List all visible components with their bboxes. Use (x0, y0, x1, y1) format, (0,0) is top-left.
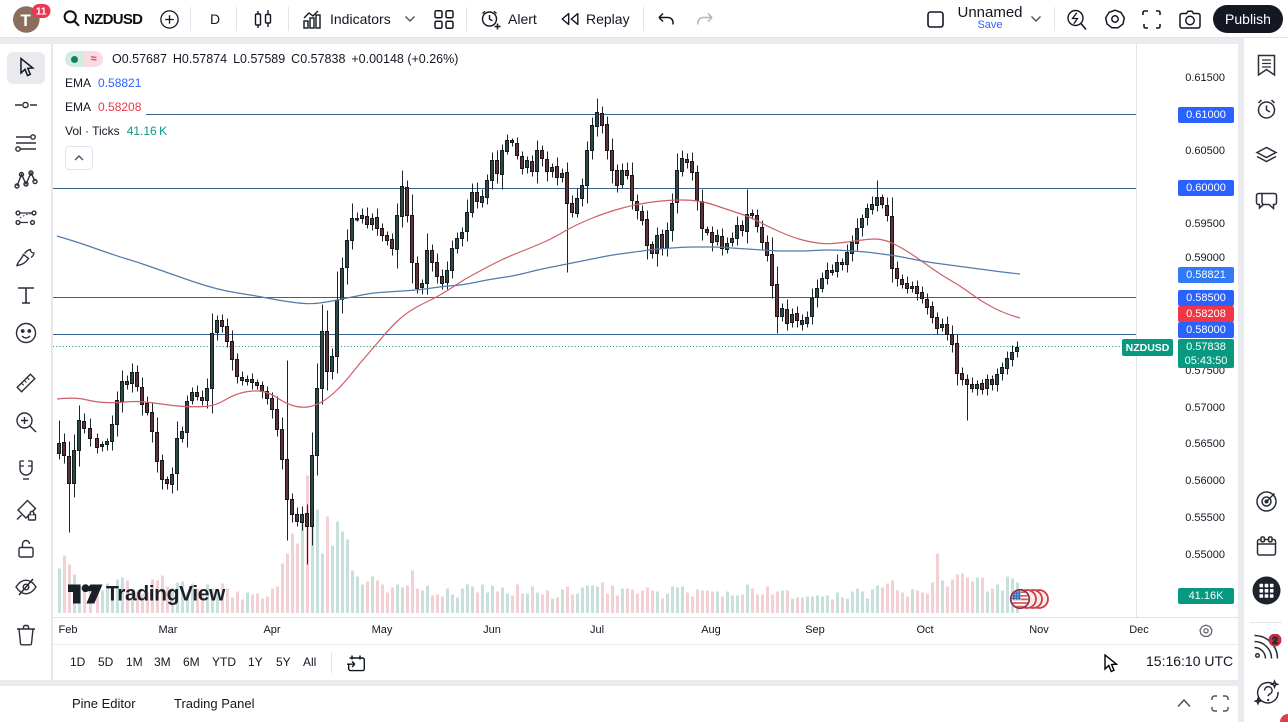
svg-text:11: 11 (36, 7, 47, 18)
svg-text:TradingView: TradingView (106, 583, 226, 606)
svg-text:2: 2 (1272, 636, 1277, 647)
svg-text:T: T (20, 11, 31, 30)
